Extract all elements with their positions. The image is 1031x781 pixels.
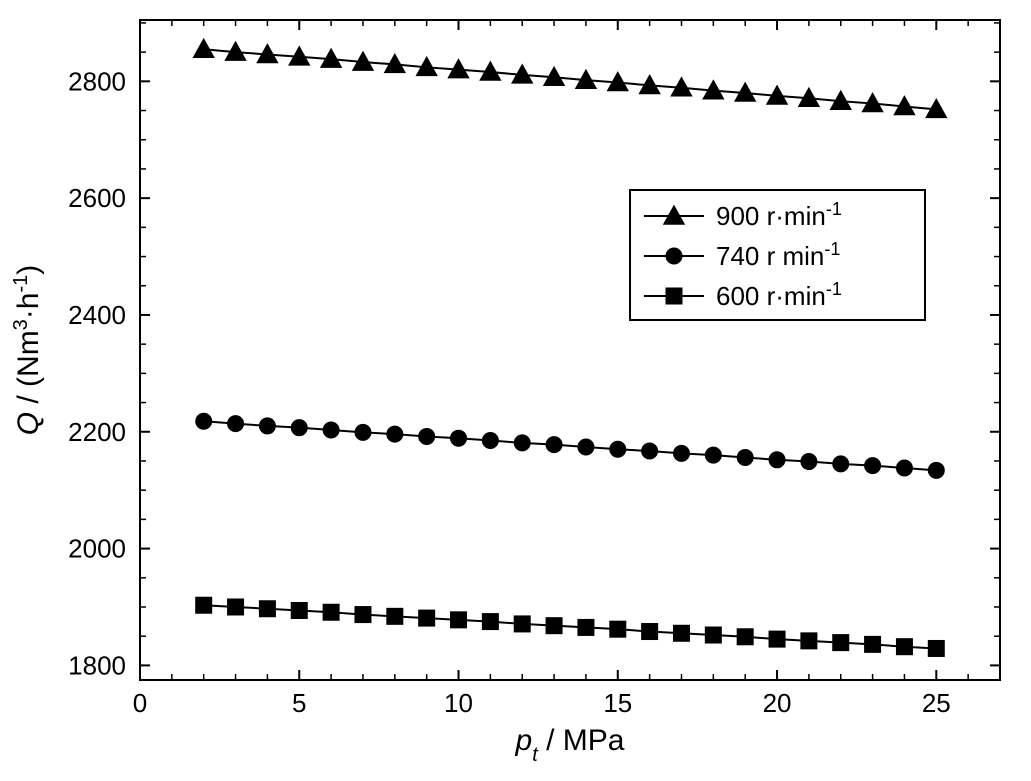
y-tick-label: 2600 [68, 183, 126, 213]
x-tick-label: 10 [444, 688, 473, 718]
x-tick-label: 15 [603, 688, 632, 718]
series-0 [193, 39, 946, 118]
y-tick-label: 2400 [68, 300, 126, 330]
legend: 900 r·min-1 740 r min-1 600 r·min-1 [630, 190, 925, 320]
line-chart: 0 5 10 15 20 25 1800 2000 2200 2400 2600 2800 pt / M… [0, 0, 1031, 781]
y-tick-label: 2200 [68, 417, 126, 447]
y-tick-label: 2800 [68, 66, 126, 96]
series-1 [196, 413, 945, 478]
legend-label: 900 r·min-1 [716, 199, 842, 231]
x-tick-label: 20 [763, 688, 792, 718]
x-tick-label: 5 [292, 688, 306, 718]
chart-container: 0 5 10 15 20 25 1800 2000 2200 2400 2600 2800 pt / M… [0, 0, 1031, 781]
x-axis-label: pt / MPa [515, 724, 625, 766]
legend-label: 600 r·min-1 [716, 279, 842, 311]
x-tick-label: 0 [133, 688, 147, 718]
y-tick-label: 2000 [68, 534, 126, 564]
series-2 [196, 597, 945, 656]
y-axis-label: Q / (Nm3·h-1) [10, 265, 45, 436]
x-tick-label: 25 [922, 688, 951, 718]
legend-label: 740 r min-1 [716, 239, 840, 271]
y-tick-label: 1800 [68, 650, 126, 680]
